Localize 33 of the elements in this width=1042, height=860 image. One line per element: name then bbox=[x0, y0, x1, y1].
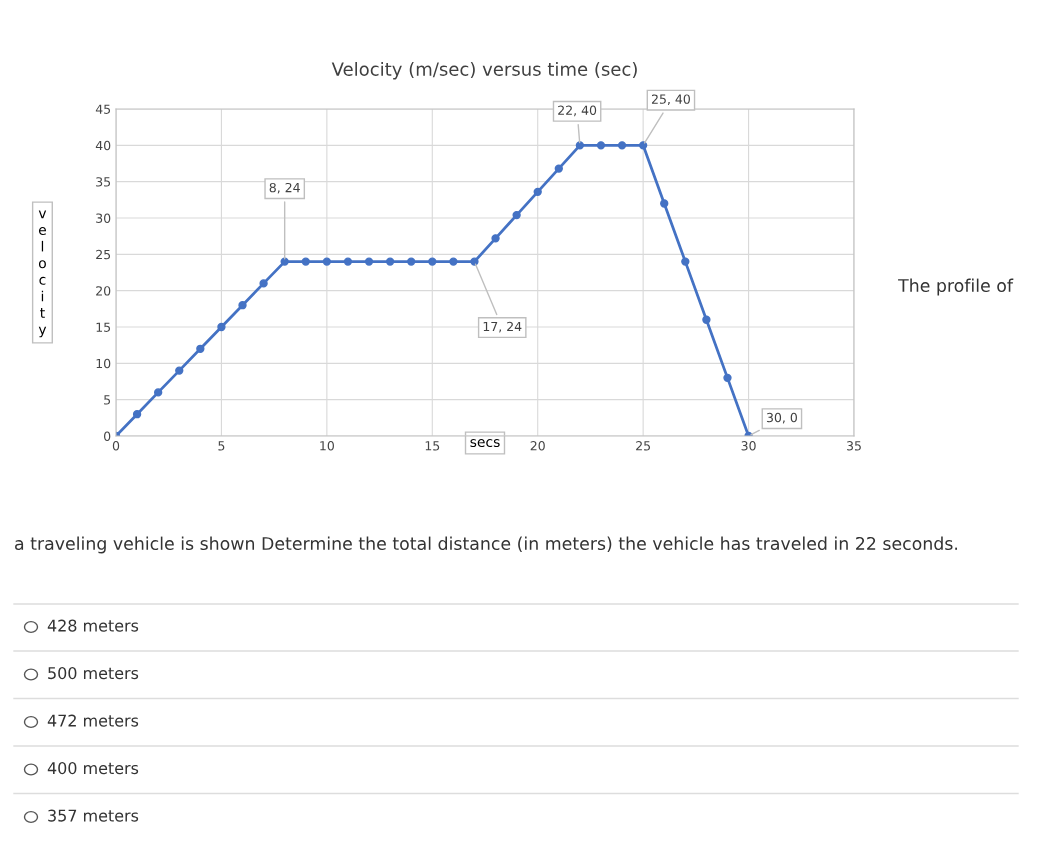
y-tick-label: 40 bbox=[95, 140, 111, 151]
text: a traveling vehicle is shown Determine the total distance (in meters) the vehicle has traveled in 22 seconds. bbox=[15, 536, 958, 554]
x-tick-label: 0 bbox=[112, 441, 120, 451]
annotation: 17, 24 bbox=[483, 321, 522, 333]
y-tick-label: 15 bbox=[96, 322, 111, 332]
y-tick-label: 35 bbox=[96, 177, 111, 187]
annotation: 30, 0 bbox=[766, 412, 797, 424]
text: 400 meters bbox=[47, 762, 139, 775]
x-tick-label: 10 bbox=[320, 441, 334, 451]
text: 500 meters bbox=[48, 667, 139, 680]
y-tick-label: 10 bbox=[96, 358, 111, 369]
x-tick-label: 30 bbox=[741, 441, 756, 451]
x-tick-label: 15 bbox=[425, 441, 440, 451]
chart-title: Velocity (m/sec) versus time (sec) bbox=[331, 61, 637, 80]
x-tick-label: 35 bbox=[847, 441, 861, 451]
text: 357 meters bbox=[48, 809, 139, 822]
y-tick-label: 30 bbox=[96, 213, 111, 223]
x-axis-title: secs bbox=[470, 439, 500, 448]
y-tick-label: 25 bbox=[96, 249, 111, 260]
x-tick-label: 20 bbox=[530, 441, 545, 451]
annotation: 25, 40 bbox=[651, 94, 690, 106]
y-tick-label: 0 bbox=[104, 431, 111, 441]
annotation: 8, 24 bbox=[269, 182, 300, 194]
x-tick-label: 25 bbox=[636, 441, 650, 451]
y-tick-label: 45 bbox=[95, 104, 111, 114]
x-tick-label: 5 bbox=[218, 441, 225, 451]
text: 472 meters bbox=[47, 714, 139, 727]
y-tick-label: 5 bbox=[104, 395, 111, 405]
text: 428 meters bbox=[47, 619, 139, 632]
y-axis-title: velocity bbox=[38, 210, 47, 338]
text: The profile of bbox=[898, 278, 1014, 296]
y-tick-label: 20 bbox=[96, 286, 111, 296]
annotation: 22, 40 bbox=[558, 105, 597, 117]
